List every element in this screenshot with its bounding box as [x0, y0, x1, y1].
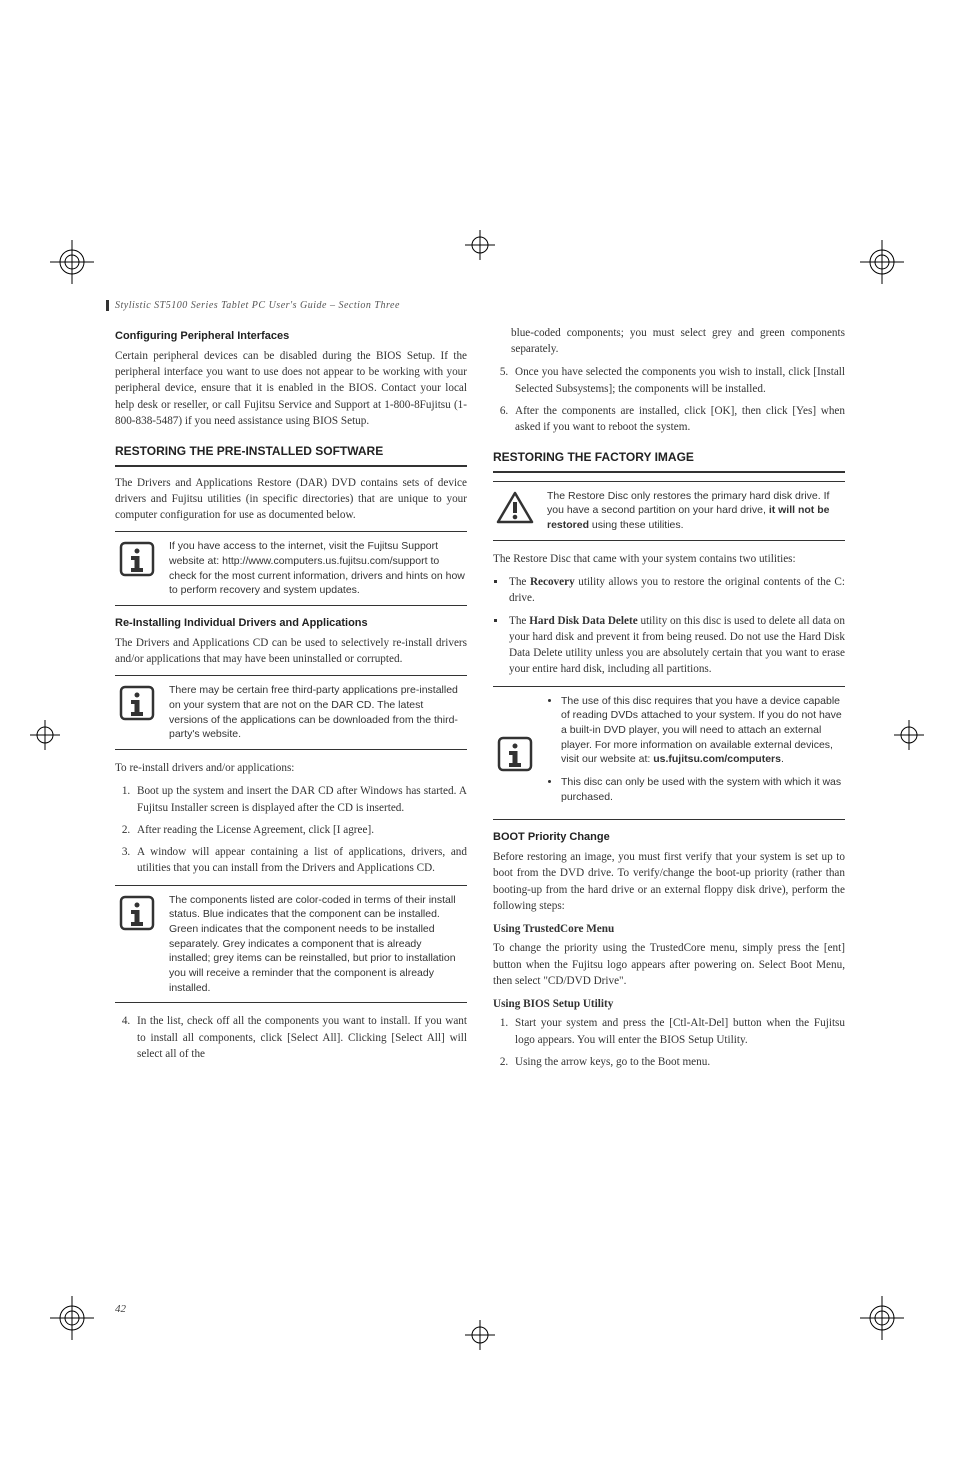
column-right: blue-coded components; you must select g…	[493, 325, 845, 1076]
rule	[115, 465, 467, 467]
list-item: Once you have selected the components yo…	[511, 364, 845, 396]
info-icon	[495, 734, 535, 772]
info-icon	[117, 683, 157, 721]
para: Certain peripheral devices can be disabl…	[115, 348, 467, 429]
bullet-list: The Recovery utility allows you to resto…	[493, 574, 845, 677]
callout-text: If you have access to the internet, visi…	[169, 539, 465, 598]
info-icon	[117, 893, 157, 931]
callout-text: The use of this disc requires that you h…	[547, 694, 843, 813]
rule	[493, 471, 845, 473]
para: To re-install drivers and/or application…	[115, 760, 467, 776]
crop-cross	[894, 720, 924, 755]
crop-cross	[465, 230, 495, 265]
callout-info: The use of this disc requires that you h…	[493, 686, 845, 821]
list-item: The use of this disc requires that you h…	[561, 694, 843, 767]
ordered-list: In the list, check off all the component…	[115, 1013, 467, 1062]
heading-bios-setup: Using BIOS Setup Utility	[493, 996, 845, 1012]
list-item: In the list, check off all the component…	[133, 1013, 467, 1062]
heading-trustedcore: Using TrustedCore Menu	[493, 921, 845, 937]
crop-cross	[465, 1320, 495, 1355]
list-item: The Hard Disk Data Delete utility on thi…	[507, 613, 845, 678]
registration-mark	[860, 240, 904, 289]
para: blue-coded components; you must select g…	[493, 325, 845, 357]
registration-mark	[860, 1296, 904, 1345]
registration-mark	[50, 1296, 94, 1345]
callout-text: The Restore Disc only restores the prima…	[547, 489, 843, 533]
list-item: This disc can only be used with the syst…	[561, 775, 843, 804]
callout-text: The components listed are color-coded in…	[169, 893, 465, 996]
list-item: A window will appear containing a list o…	[133, 844, 467, 876]
callout-info: There may be certain free third-party ap…	[115, 675, 467, 750]
heading-factory-image: RESTORING THE FACTORY IMAGE	[493, 449, 845, 466]
page-number: 42	[115, 1303, 126, 1315]
para: The Drivers and Applications Restore (DA…	[115, 475, 467, 524]
callout-warning: The Restore Disc only restores the prima…	[493, 481, 845, 541]
callout-info: If you have access to the internet, visi…	[115, 531, 467, 606]
crop-cross	[30, 720, 60, 755]
page-body: Stylistic ST5100 Series Tablet PC User's…	[115, 300, 845, 1076]
heading-reinstall: Re-Installing Individual Drivers and App…	[115, 616, 467, 632]
running-head: Stylistic ST5100 Series Tablet PC User's…	[106, 300, 845, 311]
callout-info: The components listed are color-coded in…	[115, 885, 467, 1004]
para: The Restore Disc that came with your sys…	[493, 551, 845, 567]
heading-configuring: Configuring Peripheral Interfaces	[115, 329, 467, 345]
heading-boot-priority: BOOT Priority Change	[493, 830, 845, 846]
para: To change the priority using the Trusted…	[493, 940, 845, 989]
para: Before restoring an image, you must firs…	[493, 849, 845, 914]
heading-restoring-software: RESTORING THE PRE-INSTALLED SOFTWARE	[115, 443, 467, 460]
column-left: Configuring Peripheral Interfaces Certai…	[115, 325, 467, 1076]
list-item: After the components are installed, clic…	[511, 403, 845, 435]
list-item: Start your system and press the [Ctl-Alt…	[511, 1015, 845, 1047]
list-item: Using the arrow keys, go to the Boot men…	[511, 1054, 845, 1070]
warning-icon	[495, 489, 535, 525]
ordered-list: Boot up the system and insert the DAR CD…	[115, 783, 467, 876]
callout-text: There may be certain free third-party ap…	[169, 683, 465, 742]
list-item: The Recovery utility allows you to resto…	[507, 574, 845, 606]
para: The Drivers and Applications CD can be u…	[115, 635, 467, 667]
ordered-list: Start your system and press the [Ctl-Alt…	[493, 1015, 845, 1070]
list-item: Boot up the system and insert the DAR CD…	[133, 783, 467, 815]
registration-mark	[50, 240, 94, 289]
info-icon	[117, 539, 157, 577]
ordered-list: Once you have selected the components yo…	[493, 364, 845, 435]
list-item: After reading the License Agreement, cli…	[133, 822, 467, 838]
